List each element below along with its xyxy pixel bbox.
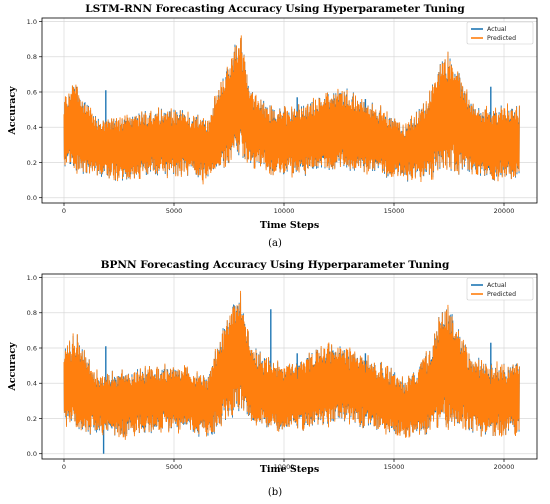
y-tick-label: 0.4 <box>27 380 37 388</box>
x-tick-label: 15000 <box>384 207 405 215</box>
y-tick-label: 0.4 <box>27 124 37 132</box>
x-tick-label: 0 <box>62 463 66 471</box>
legend: Actual Predicted <box>466 277 534 301</box>
legend-box <box>466 277 534 301</box>
x-tick-label: 10000 <box>274 207 295 215</box>
legend-box <box>466 21 534 45</box>
x-tick-label: 15000 <box>384 463 405 471</box>
y-tick-label: 0.0 <box>27 194 37 202</box>
series-predicted-line <box>63 290 520 440</box>
y-tick-label: 0.2 <box>27 159 37 167</box>
y-tick-label: 0.6 <box>27 344 37 352</box>
x-tick-label: 5000 <box>166 207 183 215</box>
legend: Actual Predicted <box>466 21 534 45</box>
figure-caption: (b) <box>268 487 282 498</box>
y-tick-label: 0.8 <box>27 309 37 317</box>
y-tick-label: 0.2 <box>27 415 37 423</box>
x-tick-label: 20000 <box>494 463 515 471</box>
x-tick-label: 5000 <box>166 463 183 471</box>
series-predicted-line <box>63 35 520 185</box>
legend-label-actual: Actual <box>487 282 507 289</box>
x-tick-label: 10000 <box>274 463 295 471</box>
legend-label-predicted: Predicted <box>487 291 516 298</box>
plot-frame <box>41 273 538 460</box>
plot-frame <box>41 17 538 204</box>
figure-caption: (a) <box>268 238 282 249</box>
chart-panel-a: LSTM-RNN Forecasting Accuracy Using Hype… <box>7 3 538 249</box>
x-axis-label: Time Steps <box>260 220 319 231</box>
x-tick-label: 20000 <box>494 207 515 215</box>
y-tick-label: 0.0 <box>27 450 37 458</box>
y-tick-label: 0.6 <box>27 88 37 96</box>
y-tick-label: 1.0 <box>27 274 37 282</box>
legend-label-actual: Actual <box>487 26 507 33</box>
chart-panel-b: BPNN Forecasting Accuracy Using Hyperpar… <box>7 259 538 498</box>
y-tick-label: 0.8 <box>27 53 37 61</box>
chart-title: BPNN Forecasting Accuracy Using Hyperpar… <box>101 259 450 271</box>
y-tick-label: 1.0 <box>27 18 37 26</box>
x-tick-label: 0 <box>62 207 66 215</box>
y-axis-label: Accuracy <box>7 342 18 392</box>
y-axis-label: Accuracy <box>7 86 18 136</box>
x-axis-label: Time Steps <box>260 464 319 475</box>
legend-label-predicted: Predicted <box>487 35 516 42</box>
chart-title: LSTM-RNN Forecasting Accuracy Using Hype… <box>85 3 465 15</box>
